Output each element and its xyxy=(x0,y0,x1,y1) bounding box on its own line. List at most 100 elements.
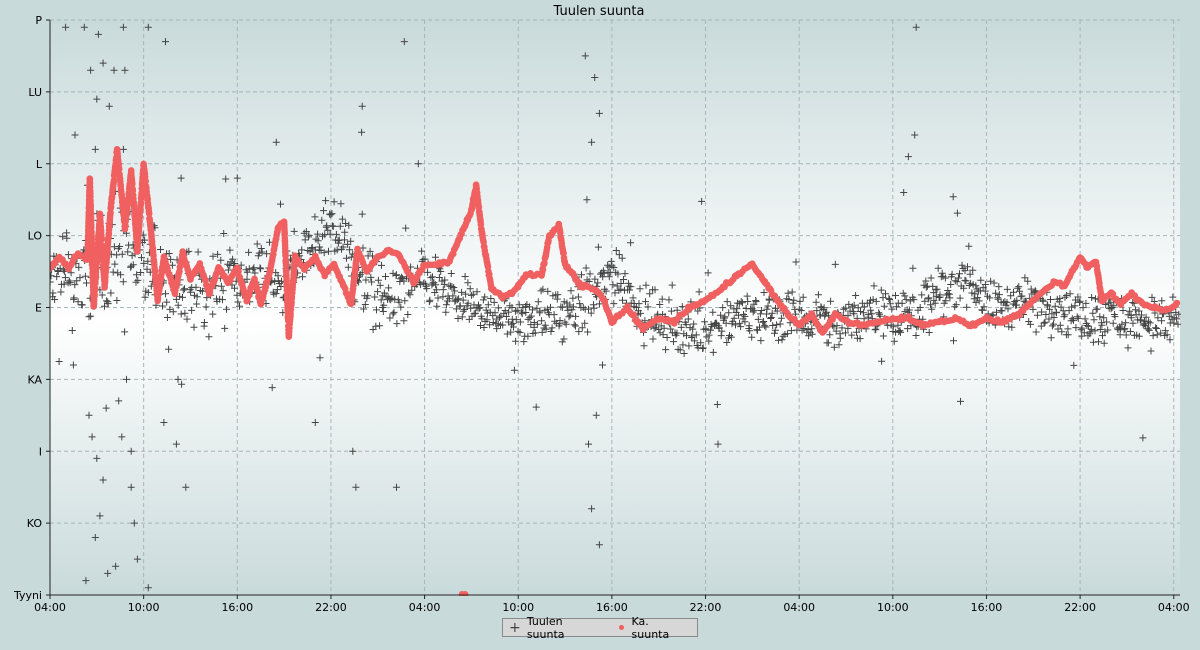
wind-direction-point xyxy=(192,283,200,291)
wind-direction-point xyxy=(735,311,742,319)
wind-direction-point xyxy=(75,263,83,271)
wind-direction-point xyxy=(981,287,989,295)
wind-direction-point xyxy=(586,270,594,278)
wind-direction-point xyxy=(730,314,738,322)
wind-direction-point xyxy=(400,277,408,285)
wind-direction-point xyxy=(127,483,135,491)
wind-direction-point xyxy=(181,309,189,317)
wind-direction-point xyxy=(547,328,555,335)
wind-direction-point xyxy=(617,280,625,287)
wind-direction-point xyxy=(1149,332,1157,340)
wind-direction-point xyxy=(582,264,590,272)
wind-direction-point xyxy=(70,294,78,302)
wind-direction-point xyxy=(569,303,577,311)
wind-direction-point xyxy=(836,334,844,342)
wind-direction-point xyxy=(467,291,475,299)
wind-direction-point xyxy=(784,289,792,297)
wind-direction-point xyxy=(129,261,137,269)
wind-direction-point xyxy=(461,273,469,280)
wind-direction-point xyxy=(162,38,169,46)
wind-direction-point xyxy=(857,308,864,315)
wind-direction-point xyxy=(953,278,961,286)
wind-direction-point xyxy=(964,263,971,271)
wind-direction-point xyxy=(432,253,439,261)
wind-direction-point xyxy=(314,230,322,238)
wind-direction-point xyxy=(769,322,777,329)
wind-direction-point xyxy=(380,289,388,297)
wind-direction-point xyxy=(1100,314,1108,322)
wind-direction-point xyxy=(510,323,517,331)
wind-direction-point xyxy=(741,312,749,320)
wind-direction-point xyxy=(619,296,626,304)
wind-direction-point xyxy=(931,299,939,307)
wind-direction-point xyxy=(698,197,706,205)
wind-direction-point xyxy=(972,298,980,306)
wind-direction-point xyxy=(448,283,456,290)
wind-direction-point xyxy=(57,288,65,296)
wind-direction-point xyxy=(190,323,198,331)
wind-direction-point xyxy=(1166,336,1174,344)
wind-direction-point xyxy=(872,297,880,305)
wind-direction-point xyxy=(916,304,924,311)
wind-direction-point xyxy=(71,281,79,289)
wind-direction-point xyxy=(1163,331,1171,339)
wind-direction-point xyxy=(188,306,196,314)
wind-direction-point xyxy=(516,318,524,326)
y-tick-label: LO xyxy=(28,230,43,243)
wind-direction-point xyxy=(273,286,281,294)
wind-direction-point xyxy=(1004,305,1012,313)
x-tick-label: 04:00 xyxy=(783,601,815,614)
wind-direction-point xyxy=(51,296,59,303)
wind-direction-point xyxy=(434,294,442,302)
wind-direction-point xyxy=(209,310,217,318)
wind-direction-point xyxy=(792,258,800,266)
y-tick-label: Tyyni xyxy=(13,589,42,602)
x-tick-label: 10:00 xyxy=(128,601,160,614)
wind-direction-point xyxy=(1152,324,1160,332)
wind-direction-point xyxy=(1065,307,1073,315)
wind-direction-point xyxy=(127,447,135,455)
wind-direction-point xyxy=(461,306,469,313)
wind-direction-point xyxy=(177,174,185,182)
wind-direction-point xyxy=(373,306,380,314)
wind-direction-point xyxy=(767,315,775,322)
x-tick-label: 10:00 xyxy=(502,601,534,614)
wind-direction-point xyxy=(901,292,909,300)
wind-direction-point xyxy=(966,270,974,278)
wind-direction-point xyxy=(1074,314,1082,322)
wind-direction-point xyxy=(585,440,592,448)
wind-direction-point xyxy=(138,254,145,262)
wind-direction-point xyxy=(1090,316,1098,324)
wind-direction-point xyxy=(636,309,644,317)
wind-direction-point xyxy=(1126,307,1134,315)
wind-direction-point xyxy=(257,265,265,273)
wind-direction-point xyxy=(845,300,853,308)
wind-direction-point xyxy=(50,272,55,280)
wind-direction-point xyxy=(738,299,746,307)
wind-direction-point xyxy=(1135,307,1143,315)
wind-direction-point xyxy=(1025,318,1033,325)
wind-direction-point xyxy=(758,307,766,314)
wind-direction-point xyxy=(732,321,739,329)
wind-direction-point xyxy=(339,243,347,251)
wind-direction-point xyxy=(456,302,464,310)
wind-direction-point xyxy=(502,313,510,320)
wind-direction-point xyxy=(386,314,394,322)
wind-direction-point xyxy=(854,304,862,312)
wind-direction-point xyxy=(359,244,367,252)
x-tick-label: 04:00 xyxy=(1158,601,1190,614)
wind-direction-point xyxy=(885,294,893,302)
wind-direction-point xyxy=(325,247,332,255)
x-tick-label: 22:00 xyxy=(315,601,347,614)
wind-direction-point xyxy=(1027,285,1035,293)
wind-direction-point xyxy=(956,270,963,278)
wind-direction-point xyxy=(1118,320,1126,328)
wind-direction-point xyxy=(1084,322,1092,330)
wind-direction-point xyxy=(483,316,491,324)
wind-direction-point xyxy=(251,269,259,277)
wind-direction-point xyxy=(962,277,970,285)
wind-direction-point xyxy=(1068,315,1076,323)
wind-direction-point xyxy=(530,319,538,326)
wind-direction-point xyxy=(539,285,547,293)
wind-direction-point xyxy=(544,287,552,295)
